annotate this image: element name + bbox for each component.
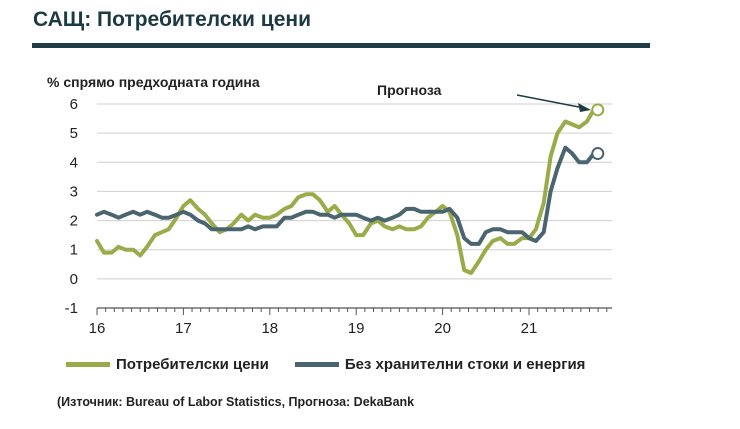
- x-tick-label: 18: [261, 320, 278, 337]
- forecast-point-0: [591, 103, 605, 117]
- y-axis-label: % спрямо предходната година: [47, 74, 260, 90]
- y-tick-label: 0: [70, 271, 78, 288]
- x-tick-label: 19: [348, 320, 365, 337]
- series-lines: [95, 103, 605, 275]
- x-tick-label: 20: [434, 320, 451, 337]
- forecast-annotation: Прогноза: [377, 82, 442, 98]
- y-tick-label: -1: [65, 300, 78, 317]
- series-line-1: [95, 145, 596, 246]
- title-underline: [32, 43, 650, 48]
- y-tick-label: 5: [70, 125, 78, 142]
- source-note: (Източник: Bureau of Labor Statistics, П…: [57, 395, 415, 409]
- x-tick-label: 16: [89, 320, 106, 337]
- y-tick-labels: -1 0 1 2 3 4 5 6: [65, 96, 78, 317]
- legend: Потребителски цени Без хранителни стоки …: [66, 356, 611, 373]
- legend-label-cpi: Потребителски цени: [116, 356, 269, 373]
- x-tick-label: 17: [175, 320, 192, 337]
- legend-swatch-cpi: [66, 362, 110, 367]
- y-tick-label: 2: [70, 213, 78, 230]
- y-tick-label: 6: [70, 96, 78, 113]
- forecast-arrow: [516, 94, 591, 112]
- y-tick-label: 4: [70, 154, 78, 171]
- legend-swatch-core: [294, 362, 339, 367]
- legend-label-core: Без хранителни стоки и енергия: [344, 356, 586, 373]
- legend-item-cpi: Потребителски цени: [66, 356, 269, 373]
- x-axis: 16 17 18 19 20 21: [89, 307, 612, 337]
- y-tick-label: 1: [70, 242, 78, 259]
- line-chart: -1 0 1 2 3 4 5 6 16 17 18 19 20 21 % спрямо предходн…: [47, 74, 612, 337]
- chart-title: САЩ: Потребителски цени: [33, 8, 311, 31]
- forecast-point-1: [591, 147, 605, 161]
- x-tick-label: 21: [521, 320, 538, 337]
- legend-item-core: Без хранителни стоки и енергия: [294, 356, 586, 373]
- gridlines: [97, 103, 612, 280]
- y-tick-label: 3: [70, 183, 78, 200]
